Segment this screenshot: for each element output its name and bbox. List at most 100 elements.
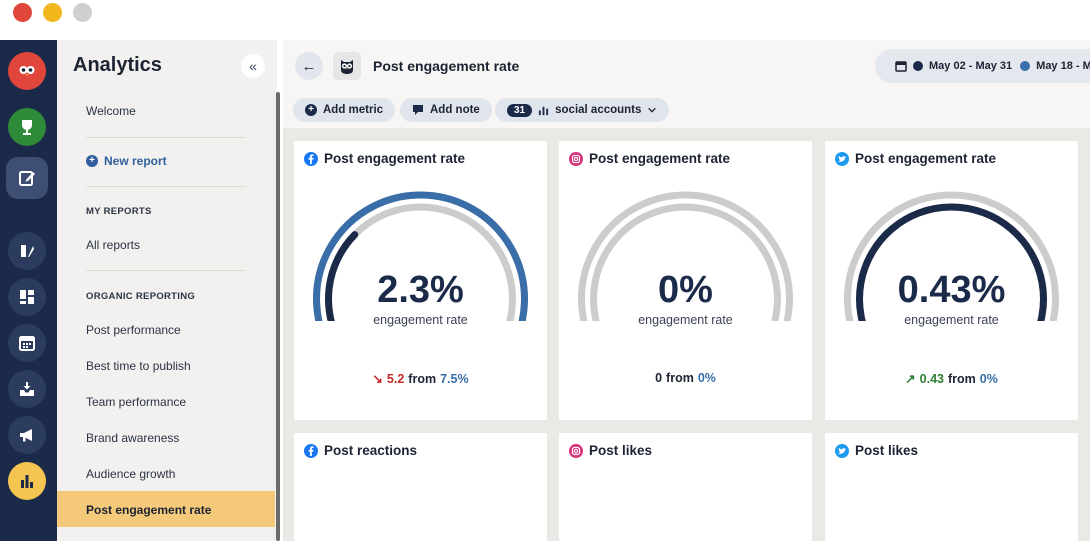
engagement-label: engagement rate <box>904 313 999 327</box>
sidebar-item-team-performance[interactable]: Team performance <box>86 395 187 409</box>
from-word: from <box>408 371 437 386</box>
plus-icon: + <box>86 155 98 167</box>
card-title-label: Post engagement rate <box>855 151 997 166</box>
sidebar-item-best-time[interactable]: Best time to publish <box>86 359 191 373</box>
inbox-icon[interactable] <box>8 370 46 408</box>
sidebar-divider <box>86 270 246 271</box>
streams-icon[interactable] <box>8 232 46 270</box>
facebook-engagement-card[interactable]: Post engagement rate 2.3% engagement rat… <box>294 141 547 420</box>
sidebar-item-all-reports[interactable]: All reports <box>86 238 141 252</box>
window-zoom-button[interactable] <box>73 3 92 22</box>
engagement-value: 0.43% <box>897 269 1006 311</box>
gauge-current-arc <box>856 203 1047 321</box>
calendar-icon <box>895 61 907 72</box>
gauge-compare-arc <box>313 191 528 321</box>
post-reactions-card[interactable]: Post reactions <box>294 433 547 541</box>
twitter-post-likes-card[interactable]: Post likes <box>825 433 1078 541</box>
card-title: Post engagement rate <box>304 151 465 166</box>
sidebar-item-audience-growth[interactable]: Audience growth <box>86 467 176 481</box>
gauge-compare-track <box>844 191 1059 321</box>
from-word: from <box>947 371 976 386</box>
report-toolbar: + Add metric Add note 31 social accounts <box>283 92 1090 128</box>
gauge-current-track <box>590 203 781 321</box>
engagement-label: engagement rate <box>373 313 468 327</box>
instagram-engagement-card[interactable]: Post engagement rate 0% engagement rate … <box>559 141 812 420</box>
organic-reporting-heading: ORGANIC REPORTING <box>86 291 196 302</box>
card-title: Post likes <box>835 443 918 458</box>
trend-down-icon: ↘ <box>372 372 383 386</box>
owl-logo-icon[interactable] <box>8 52 46 90</box>
report-header: ← Post engagement rate May 02 - May 31 M… <box>283 40 1090 92</box>
instagram-post-likes-card[interactable]: Post likes <box>559 433 812 541</box>
window-minimize-button[interactable] <box>43 3 62 22</box>
my-reports-heading: MY REPORTS <box>86 206 152 217</box>
change-value: 0 <box>655 371 663 385</box>
twitter-icon <box>835 151 849 166</box>
sidebar-item-label: Post engagement rate <box>86 503 212 517</box>
analytics-icon[interactable] <box>8 462 46 500</box>
engagement-gauge <box>578 191 793 321</box>
new-report-label: New report <box>104 154 167 168</box>
bar-chart-icon <box>539 106 549 115</box>
sidebar-title: Analytics <box>73 54 162 76</box>
card-title: Post engagement rate <box>569 151 730 166</box>
from-value: 0% <box>979 371 998 386</box>
card-title-label: Post engagement rate <box>324 151 466 166</box>
engagement-change: 0 from 0% <box>559 371 812 385</box>
engagement-label: engagement rate <box>638 313 733 327</box>
facebook-icon <box>304 151 318 166</box>
sidebar-item-welcome[interactable]: Welcome <box>86 104 136 118</box>
back-button[interactable]: ← <box>295 52 323 80</box>
sidebar-item-post-performance[interactable]: Post performance <box>86 323 181 337</box>
card-title-label: Post likes <box>589 443 653 458</box>
twitter-icon <box>835 443 849 458</box>
trophy-icon[interactable] <box>8 108 46 146</box>
sidebar-divider <box>86 186 246 187</box>
main-content: ← Post engagement rate May 02 - May 31 M… <box>283 40 1090 541</box>
new-report-button[interactable]: + New report <box>86 154 167 168</box>
compare-date-range: May 18 - Ma <box>1036 60 1090 72</box>
card-title: Post reactions <box>304 443 417 458</box>
engagement-change: ↘ 5.2 from 7.5% <box>294 371 547 387</box>
engagement-value: 0% <box>658 269 713 311</box>
engagement-gauge <box>844 191 1059 321</box>
engagement-gauge <box>313 191 528 321</box>
trend-up-icon: ↗ <box>905 372 916 386</box>
collapse-sidebar-button[interactable]: « <box>241 54 265 78</box>
sidebar-scrollbar[interactable] <box>276 92 280 541</box>
icon-rail <box>0 40 57 541</box>
engagement-change: ↗ 0.43 from 0% <box>825 371 1078 387</box>
calendar-icon[interactable] <box>8 324 46 362</box>
compare-period-dot <box>1020 61 1031 71</box>
change-value: 5.2 <box>386 371 405 386</box>
card-title-label: Post likes <box>855 443 919 458</box>
add-metric-button[interactable]: + Add metric <box>293 98 396 122</box>
add-note-button[interactable]: Add note <box>400 98 492 122</box>
sidebar-item-post-engagement-rate[interactable]: Post engagement rate <box>57 491 275 527</box>
change-value: 0.43 <box>919 371 944 386</box>
window-titlebar <box>0 0 1090 40</box>
sidebar-item-brand-awareness[interactable]: Brand awareness <box>86 431 180 445</box>
dashboard-icon[interactable] <box>8 278 46 316</box>
social-accounts-dropdown[interactable]: 31 social accounts <box>495 98 670 122</box>
accounts-count-badge: 31 <box>507 103 533 117</box>
instagram-icon <box>569 443 583 458</box>
from-value: 0% <box>697 371 716 385</box>
instagram-icon <box>569 151 583 166</box>
owl-avatar-icon <box>333 52 361 80</box>
compose-icon[interactable] <box>6 157 48 199</box>
add-note-label: Add note <box>430 104 480 116</box>
window-close-button[interactable] <box>13 3 32 22</box>
sidebar-divider <box>86 137 246 138</box>
megaphone-icon[interactable] <box>8 416 46 454</box>
page-title: Post engagement rate <box>373 58 520 74</box>
card-title-label: Post engagement rate <box>589 151 731 166</box>
card-title: Post engagement rate <box>835 151 996 166</box>
analytics-sidebar: Analytics « Welcome + New report MY REPO… <box>57 40 280 541</box>
twitter-engagement-card[interactable]: Post engagement rate 0.43% engagement ra… <box>825 141 1078 420</box>
engagement-value: 2.3% <box>377 269 464 311</box>
note-icon <box>413 105 423 115</box>
chevron-down-icon <box>648 107 657 113</box>
from-value: 7.5% <box>440 371 469 386</box>
date-range-picker[interactable]: May 02 - May 31 May 18 - Ma <box>875 49 1090 83</box>
